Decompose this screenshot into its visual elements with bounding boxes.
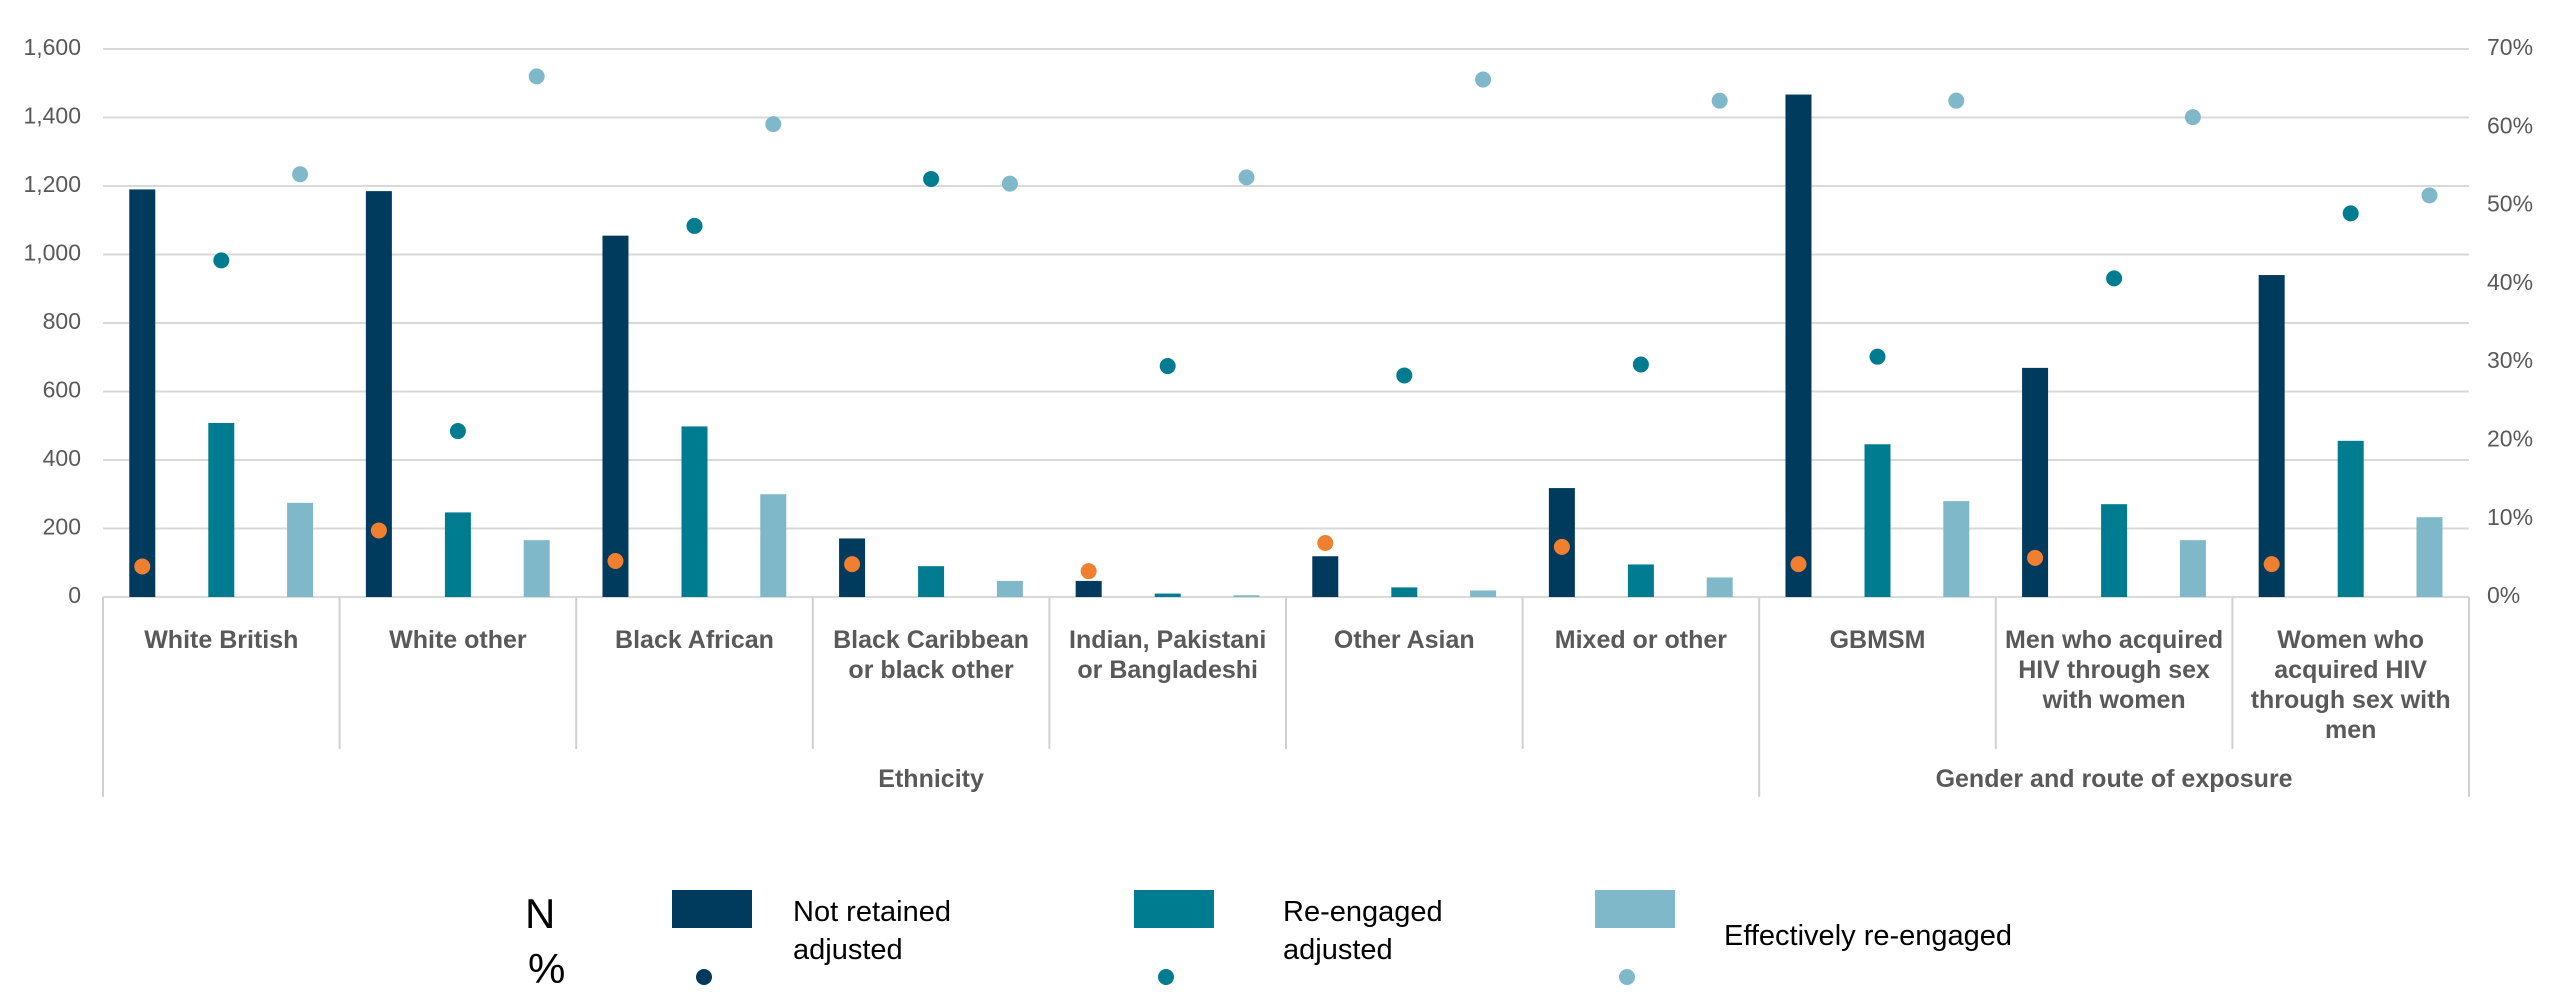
bar	[444, 512, 471, 597]
pct-dot	[1238, 169, 1255, 186]
bar	[287, 502, 314, 597]
legend-dot	[1158, 969, 1174, 985]
x-tick-label: Black Caribbean or black other	[833, 626, 1030, 684]
bar	[1391, 587, 1418, 597]
pct-dot	[449, 423, 466, 440]
x-tick-label: Mixed or other	[1554, 626, 1728, 654]
legend-dot	[1619, 969, 1635, 985]
bar	[681, 426, 708, 597]
y-tick-label: 1,200	[23, 171, 81, 197]
x-tick-label: GBMSM	[1829, 626, 1926, 654]
y-tick-label: 400	[43, 445, 81, 471]
x-tick-label: Black African	[615, 626, 774, 654]
y2-tick-label: 60%	[2487, 112, 2533, 138]
pct-dot	[844, 556, 861, 573]
legend-swatch	[672, 890, 752, 928]
legend-label: Re-engaged adjusted	[1283, 896, 1443, 966]
bar	[996, 580, 1023, 597]
bar	[1864, 444, 1891, 597]
pct-dot	[1317, 534, 1334, 551]
pct-dot	[134, 558, 151, 575]
pct-dot	[1553, 538, 1570, 555]
bar	[918, 566, 945, 597]
bar	[2416, 517, 2443, 597]
pct-dot	[2106, 270, 2123, 287]
bar	[208, 423, 235, 597]
y-tick-label: 0	[68, 582, 81, 608]
pct-dot	[1632, 356, 1649, 373]
bar	[1075, 580, 1102, 597]
pct-dot	[1475, 71, 1492, 88]
pct-dot	[213, 252, 230, 269]
bar	[1233, 595, 1260, 597]
x-tick-label: Men who acquired HIV through sex with wo…	[2005, 626, 2224, 714]
pct-dot	[292, 166, 309, 183]
legend-row-label: %	[528, 945, 566, 992]
legend-dot	[696, 969, 712, 985]
y-tick-label: 600	[43, 377, 81, 403]
y-tick-label: 1,400	[23, 103, 81, 129]
bar	[2258, 275, 2285, 597]
y2-tick-label: 50%	[2487, 191, 2533, 217]
pct-dot	[528, 68, 545, 85]
bar	[2337, 440, 2364, 597]
bar	[1627, 564, 1654, 597]
legend-row-label: N	[525, 890, 556, 937]
pct-dot	[1948, 92, 1965, 109]
x-tick-label: Women who acquired HIV through sex with …	[2250, 626, 2451, 744]
bar	[2179, 540, 2206, 597]
y2-tick-label: 40%	[2487, 269, 2533, 295]
x-tick-label: White other	[389, 626, 527, 654]
pct-dot	[2027, 549, 2044, 566]
legend-swatch	[1595, 890, 1675, 928]
bar	[1706, 577, 1733, 597]
bar	[1943, 501, 1970, 597]
legend-swatch	[1134, 890, 1214, 928]
y-tick-label: 1,000	[23, 240, 81, 266]
pct-dot	[765, 116, 782, 133]
y-tick-label: 200	[43, 514, 81, 540]
y2-tick-label: 20%	[2487, 426, 2533, 452]
y2-tick-label: 70%	[2487, 34, 2533, 60]
pct-dot	[607, 552, 624, 569]
pct-dot	[370, 522, 387, 539]
x-tick-label: Other Asian	[1333, 626, 1475, 654]
bar	[1154, 593, 1181, 597]
legend-label: Effectively re-engaged	[1724, 920, 2013, 952]
bar	[1470, 590, 1497, 597]
pct-dot	[2421, 187, 2438, 204]
y2-tick-label: 10%	[2487, 504, 2533, 530]
group-label: Gender and route of exposure	[1935, 765, 2293, 793]
bar	[523, 540, 550, 597]
pct-dot	[2263, 556, 2280, 573]
legend-label: Not retained adjusted	[793, 896, 951, 966]
y2-tick-label: 30%	[2487, 347, 2533, 373]
bar	[760, 494, 787, 597]
pct-dot	[923, 170, 940, 187]
pct-dot	[1001, 175, 1018, 192]
pct-dot	[686, 217, 703, 234]
y2-tick-label: 0%	[2487, 582, 2520, 608]
pct-dot	[1396, 367, 1413, 384]
pct-dot	[1080, 563, 1097, 580]
pct-dot	[1790, 556, 1807, 573]
pct-dot	[1869, 348, 1886, 365]
bar	[1785, 94, 1812, 598]
pct-dot	[2342, 205, 2359, 222]
bar	[602, 235, 629, 597]
bar	[1312, 556, 1339, 597]
y-tick-label: 1,600	[23, 34, 81, 60]
x-tick-label: Indian, Pakistani or Bangladeshi	[1069, 626, 1267, 684]
pct-dot	[2184, 109, 2201, 126]
pct-dot	[1711, 92, 1728, 109]
bar	[2101, 504, 2128, 597]
group-label: Ethnicity	[878, 765, 984, 793]
pct-dot	[1159, 358, 1176, 375]
bar	[129, 189, 156, 598]
y-tick-label: 800	[43, 308, 81, 334]
x-tick-label: White British	[144, 626, 299, 654]
